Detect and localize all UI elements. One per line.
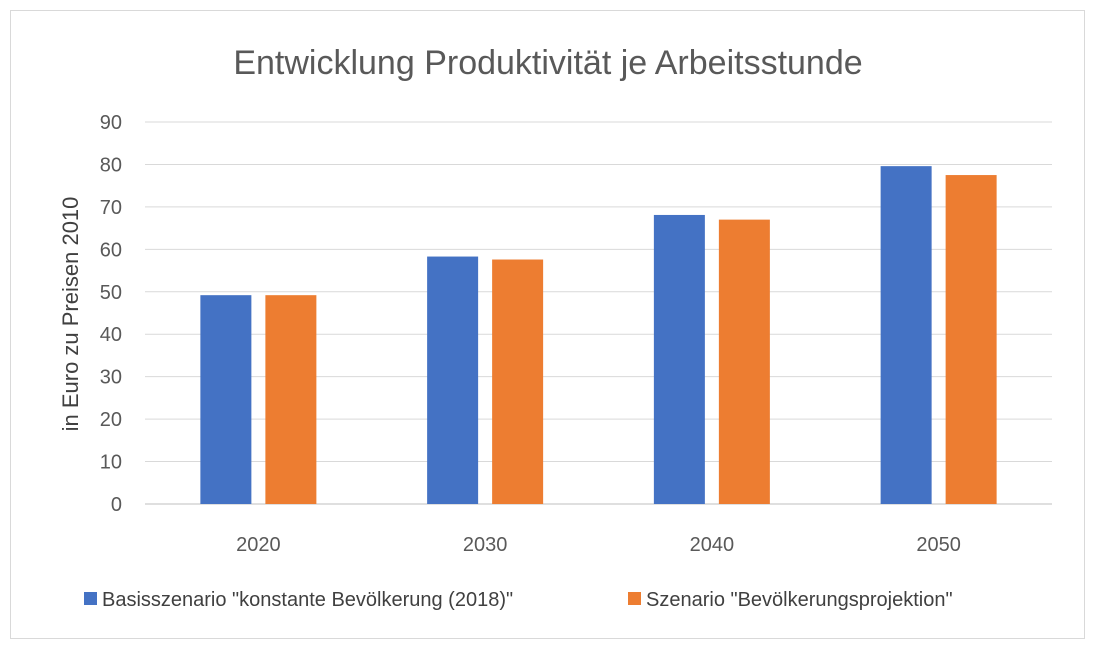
legend-label: Basisszenario "konstante Bevölkerung (20…: [102, 589, 513, 611]
y-tick-label: 10: [100, 452, 122, 474]
bar: [945, 175, 997, 505]
legend-swatch: [628, 592, 641, 605]
bars: [200, 166, 997, 505]
y-tick-label: 30: [100, 367, 122, 389]
x-tick-label: 2020: [236, 534, 281, 556]
y-tick-label: 60: [100, 239, 122, 261]
y-axis-ticks: 0 10 20 30 40 50 60 70 80 90: [100, 112, 122, 516]
bar: [880, 166, 932, 505]
legend-swatch: [84, 592, 97, 605]
x-tick-label: 2050: [916, 534, 961, 556]
bar: [492, 259, 544, 504]
legend: Basisszenario "konstante Bevölkerung (20…: [84, 589, 953, 611]
y-tick-label: 70: [100, 197, 122, 219]
chart-title: Entwicklung Produktivität je Arbeitsstun…: [233, 44, 862, 82]
y-tick-label: 0: [111, 494, 122, 516]
bar: [653, 214, 705, 504]
y-tick-label: 50: [100, 282, 122, 304]
y-tick-label: 80: [100, 154, 122, 176]
bar: [427, 256, 479, 504]
legend-label: Szenario "Bevölkerungsprojektion": [646, 589, 953, 611]
x-tick-label: 2030: [463, 534, 508, 556]
x-tick-label: 2040: [690, 534, 735, 556]
y-tick-label: 20: [100, 409, 122, 431]
bar: [265, 295, 317, 504]
x-axis-ticks: 2020 2030 2040 2050: [236, 534, 961, 556]
y-tick-label: 90: [100, 112, 122, 134]
y-axis-title: in Euro zu Preisen 2010: [58, 197, 83, 432]
y-tick-label: 40: [100, 324, 122, 346]
bar: [200, 295, 252, 504]
bar: [718, 219, 770, 504]
